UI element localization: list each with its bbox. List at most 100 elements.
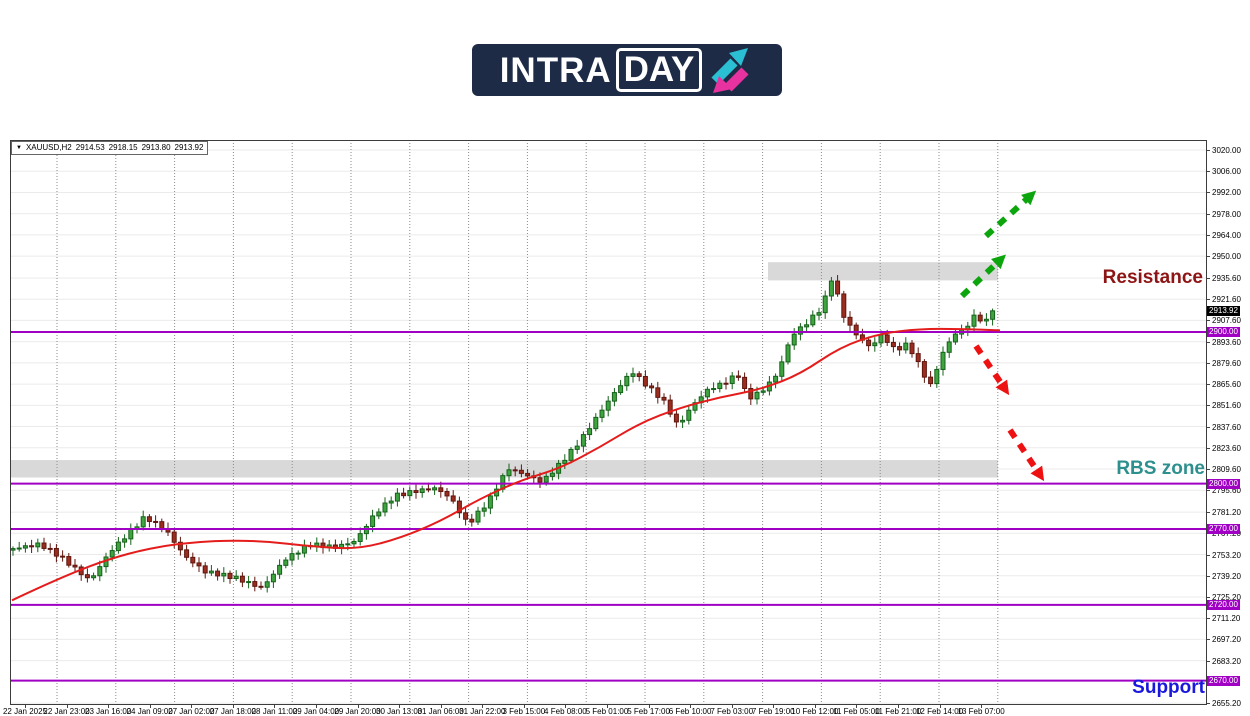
price-tick-label: 2655.20	[1212, 699, 1241, 709]
price-tick-label: 3020.00	[1212, 146, 1241, 155]
rbs-zone	[10, 460, 998, 478]
time-tick-label: 7 Feb 19:00	[751, 707, 795, 716]
price-tick-label: 2893.60	[1212, 337, 1241, 347]
price-tick-label: 2935.60	[1212, 273, 1241, 283]
price-tick-mark	[1207, 192, 1210, 194]
time-tick-label: 11 Feb 05:00	[833, 707, 880, 716]
horizontal-gridlines	[10, 149, 1207, 704]
price-tick-label: 2879.60	[1212, 358, 1241, 368]
zones	[10, 262, 998, 478]
time-tick-mark	[856, 705, 858, 708]
price-tick-label: 2795.60	[1212, 486, 1241, 496]
price-tick-mark	[1207, 512, 1210, 514]
price-tick-label: 2950.00	[1212, 252, 1241, 262]
time-tick-mark	[482, 705, 484, 708]
time-tick-label: 28 Jan 11:00	[251, 707, 298, 716]
bullish-arrow-small	[959, 254, 1006, 299]
time-tick-label: 13 Feb 07:00	[957, 707, 1005, 716]
price-tick-label: 2809.60	[1212, 465, 1241, 474]
price-tick-label: 2992.00	[1212, 188, 1241, 198]
price-tick-label: 2851.60	[1212, 401, 1241, 411]
price-tick-label: 2964.00	[1212, 230, 1241, 240]
time-tick-mark	[606, 705, 608, 708]
level-price-badge: 2670.00	[1207, 675, 1240, 686]
time-tick-mark	[773, 705, 775, 708]
time-tick-label: 10 Feb 12:00	[791, 707, 839, 716]
price-tick-mark	[1207, 320, 1210, 322]
ohlc-open: 2914.53	[75, 143, 105, 152]
price-tick-mark	[1207, 213, 1210, 215]
resistance-zone	[768, 262, 998, 281]
moving-average-line	[11, 327, 1001, 602]
time-tick-mark	[357, 705, 359, 708]
price-tick-mark	[1207, 384, 1210, 386]
price-tick-label: 2978.00	[1212, 209, 1241, 219]
level-price-badge: 2800.00	[1207, 478, 1240, 489]
price-tick-label: 2683.20	[1212, 656, 1241, 666]
logo-text-day-box: DAY	[615, 48, 703, 92]
chart-plot-area[interactable]	[10, 140, 1207, 705]
price-tick-mark	[1207, 341, 1210, 343]
time-tick-label: 5 Feb 17:00	[627, 707, 670, 716]
time-tick-mark	[315, 705, 317, 708]
ohlc-close: 2913.92	[174, 143, 204, 152]
time-tick-mark	[399, 705, 401, 708]
logo-down-arrow-icon	[713, 67, 749, 93]
time-tick-label: 24 Jan 09:00	[126, 707, 173, 716]
logo-arrows-icon	[711, 48, 749, 93]
time-tick-label: 27 Jan 02:00	[168, 707, 215, 716]
support-resistance-lines	[10, 330, 1207, 682]
time-tick-label: 12 Feb 14:00	[915, 707, 964, 716]
time-tick-label: 31 Jan 22:00	[459, 707, 506, 716]
time-tick-mark	[66, 705, 68, 708]
symbol-info-box: ▼ XAUUSD,H2 2914.53 2918.15 2913.80 2913…	[11, 141, 209, 155]
price-tick-mark	[1207, 234, 1210, 236]
logo-text-intra: INTRA	[499, 50, 612, 90]
time-tick-mark	[232, 705, 234, 708]
bullish-arrow-large	[983, 190, 1037, 239]
time-tick-label: 11 Feb 21:00	[874, 707, 922, 716]
price-tick-label: 2753.20	[1212, 550, 1241, 560]
price-tick-mark	[1207, 447, 1210, 449]
price-tick-label: 2837.60	[1212, 422, 1241, 432]
time-tick-mark	[814, 705, 816, 708]
time-axis[interactable]: 22 Jan 2025 22 Jan 23:00 23 Jan 16:00 24 Ja…	[0, 705, 1250, 716]
price-axis[interactable]: 3020.00 3006.00 2992.00 2978.00 2964.00 2950.…	[1207, 140, 1250, 709]
price-tick-mark	[1207, 405, 1210, 407]
time-tick-label: 27 Jan 18:00	[209, 707, 256, 716]
time-tick-mark	[191, 705, 193, 708]
price-tick-label: 3006.00	[1212, 167, 1241, 177]
chart-canvas	[10, 140, 1207, 705]
level-price-badge: 2900.00	[1207, 326, 1240, 337]
time-tick-mark	[25, 705, 26, 708]
time-tick-label: 29 Jan 04:00	[292, 707, 340, 716]
candles-series	[10, 275, 996, 593]
intraday-logo: INTRA DAY	[472, 44, 782, 96]
price-tick-mark	[1207, 639, 1210, 641]
price-tick-mark	[1207, 150, 1210, 151]
level-price-badge: 2720.00	[1207, 599, 1240, 610]
price-tick-label: 2907.60	[1212, 316, 1241, 326]
price-tick-mark	[1207, 426, 1210, 428]
price-tick-label: 2823.60	[1212, 443, 1241, 453]
rbs-zone-label: RBS zone	[1116, 458, 1205, 479]
symbol-dropdown-icon[interactable]: ▼	[16, 145, 22, 151]
logo-up-arrow-icon	[711, 48, 749, 85]
price-tick-label: 2865.60	[1212, 380, 1241, 390]
time-tick-mark	[690, 705, 692, 708]
ohlc-low: 2913.80	[141, 143, 171, 152]
vertical-gridlines	[56, 140, 999, 705]
time-tick-label: 22 Jan 23:00	[43, 707, 90, 716]
price-tick-mark	[1207, 660, 1210, 662]
time-tick-mark	[565, 705, 567, 708]
support-label: Support	[1132, 677, 1205, 698]
time-tick-mark	[981, 705, 983, 708]
time-tick-mark	[440, 705, 442, 708]
current-price-badge: 2913.92	[1207, 305, 1240, 316]
time-tick-label: 22 Jan 2025	[2, 707, 48, 716]
time-tick-label: 3 Feb 15:00	[502, 707, 546, 716]
time-tick-label: 6 Feb 10:00	[668, 707, 712, 716]
time-tick-mark	[731, 705, 733, 708]
symbol-name: XAUUSD,H2	[25, 143, 72, 152]
